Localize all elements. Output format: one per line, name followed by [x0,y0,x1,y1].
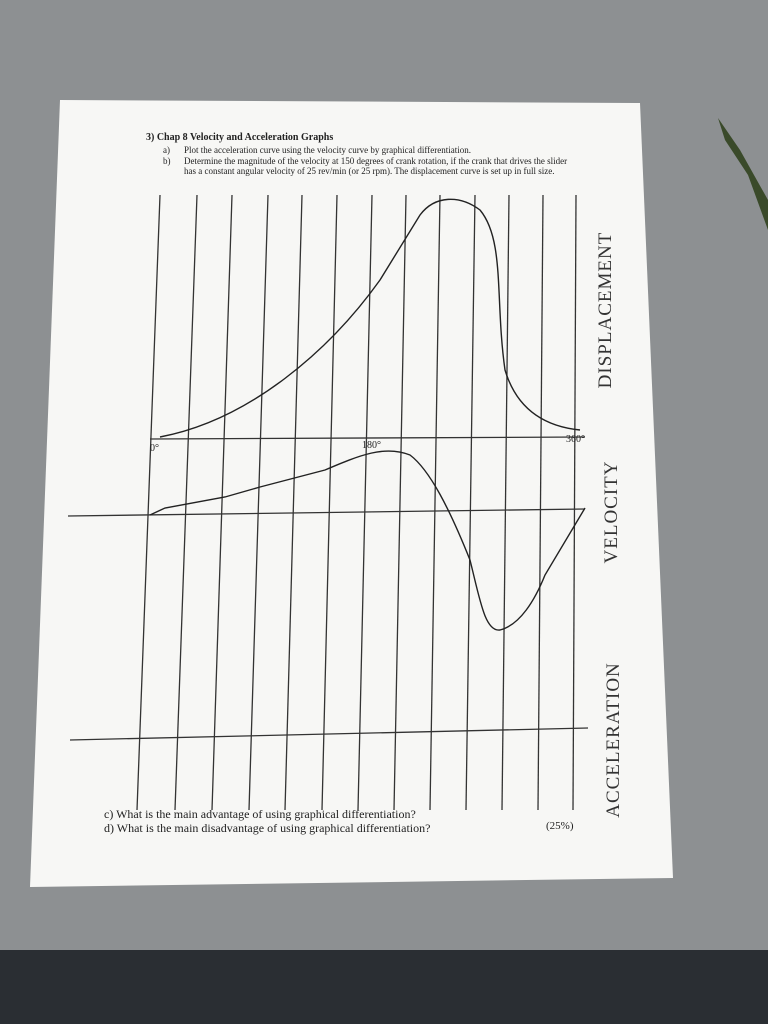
axis-label: 360° [566,434,585,445]
axis-label: 180° [362,440,381,451]
score: (25%) [546,820,574,832]
graph-label: VELOCITY [601,460,622,564]
displacement-curve [159,198,581,438]
graph-label: DISPLACEMENT [595,231,616,389]
grid [67,194,589,811]
item-label: b) [163,156,171,166]
axis-label: 0° [150,443,159,454]
item-label: a) [163,145,170,155]
paper [30,100,673,887]
graph-label: ACCELERATION [603,662,624,818]
item-text: Determine the magnitude of the velocity … [184,156,568,177]
question: c) What is the main advantage of using g… [104,807,416,821]
title: 3) Chap 8 Velocity and Acceleration Grap… [146,132,334,143]
pen [718,118,768,230]
floor [0,950,768,1024]
question: d) What is the main disadvantage of usin… [104,821,431,835]
item-text: Plot the acceleration curve using the ve… [184,145,471,155]
velocity-curve [149,450,586,631]
